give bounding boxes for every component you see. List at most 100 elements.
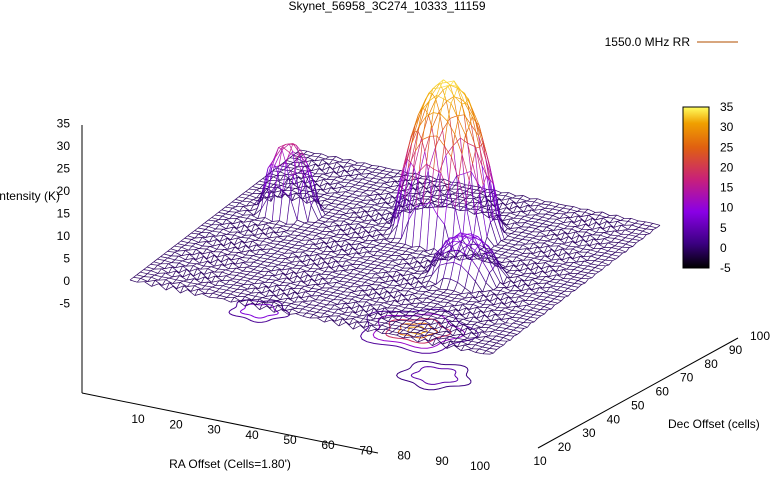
- mesh-line: [315, 295, 320, 301]
- mesh-line: [235, 267, 244, 272]
- mesh-line: [560, 286, 568, 289]
- mesh-line: [606, 225, 611, 233]
- mesh-line: [303, 150, 308, 155]
- mesh-line: [398, 305, 406, 309]
- mesh-line: [413, 328, 422, 331]
- mesh-line: [372, 177, 381, 180]
- mesh-line: [394, 180, 398, 183]
- mesh-line: [375, 229, 384, 236]
- mesh-line: [522, 300, 530, 306]
- mesh-line: [493, 297, 498, 305]
- mesh-line: [318, 219, 326, 223]
- mesh-line: [516, 210, 521, 216]
- mesh-line: [500, 287, 505, 291]
- mesh-line: [625, 243, 633, 247]
- mesh-line: [308, 227, 316, 230]
- mesh-line: [603, 238, 612, 243]
- mesh-line: [341, 195, 350, 197]
- mesh-line: [301, 287, 309, 292]
- mesh-line: [326, 176, 331, 180]
- mesh-line: [222, 289, 227, 293]
- mesh-line: [182, 273, 191, 278]
- mesh-line: [298, 308, 303, 313]
- mesh-line: [269, 231, 274, 239]
- mesh-line: [295, 173, 300, 197]
- mesh-line: [233, 289, 238, 292]
- mesh-line: [250, 278, 259, 281]
- mesh-line: [510, 280, 515, 284]
- mesh-line: [235, 262, 243, 265]
- mesh-line: [266, 237, 274, 242]
- mesh-line: [519, 253, 524, 256]
- mesh-line: [359, 309, 364, 317]
- mesh-line: [462, 318, 467, 320]
- mesh-line: [335, 269, 343, 272]
- mesh-line: [478, 348, 487, 352]
- mesh-line: [188, 242, 196, 244]
- mesh-line: [348, 186, 353, 191]
- mesh-line: [532, 235, 537, 239]
- mesh-line: [473, 316, 478, 319]
- mesh-line: [316, 253, 321, 255]
- mesh-line: [477, 257, 481, 260]
- mesh-line: [399, 196, 404, 201]
- mesh-line: [179, 280, 184, 283]
- mesh-line: [444, 191, 449, 225]
- mesh-line: [417, 335, 422, 343]
- mesh-line: [202, 251, 211, 255]
- mesh-line: [217, 259, 222, 263]
- mesh-line: [597, 255, 602, 259]
- mesh-line: [588, 221, 597, 227]
- mesh-line: [434, 194, 442, 197]
- mesh-line: [268, 270, 276, 276]
- mesh-line: [400, 282, 408, 286]
- mesh-line: [543, 235, 551, 241]
- mesh-line: [318, 223, 323, 228]
- mesh-line: [253, 266, 258, 270]
- mesh-line: [314, 268, 319, 272]
- mesh-line: [389, 333, 397, 336]
- mesh-line: [371, 273, 376, 279]
- mesh-line: [250, 207, 258, 212]
- mesh-line: [170, 251, 175, 257]
- mesh-line: [420, 270, 425, 275]
- mesh-line: [218, 268, 226, 271]
- mesh-line: [511, 244, 516, 248]
- mesh-line: [471, 259, 480, 271]
- mesh-line: [510, 222, 515, 229]
- mesh-line: [516, 320, 524, 323]
- mesh-line: [424, 338, 433, 346]
- mesh-line: [413, 325, 418, 330]
- mesh-line: [225, 274, 230, 277]
- mesh-line: [486, 350, 494, 354]
- mesh-line: [446, 341, 451, 349]
- mesh-line: [386, 284, 391, 289]
- mesh-line: [315, 289, 320, 292]
- mesh-line: [526, 312, 534, 315]
- mesh-line: [521, 232, 530, 235]
- mesh-line: [577, 264, 581, 268]
- mesh-line: [355, 305, 360, 313]
- mesh-line: [320, 261, 325, 269]
- mesh-line: [514, 296, 519, 303]
- mesh-line: [426, 136, 431, 165]
- mesh-line: [279, 227, 288, 232]
- mesh-line: [491, 254, 496, 267]
- mesh-line: [440, 181, 448, 185]
- mesh-line: [490, 310, 499, 316]
- mesh-line: [468, 349, 476, 353]
- mesh-line: [396, 199, 401, 203]
- mesh-line: [553, 282, 558, 287]
- mesh-line: [394, 242, 399, 247]
- mesh-line: [417, 338, 426, 343]
- mesh-line: [407, 290, 416, 295]
- mesh-line: [284, 301, 292, 304]
- mesh-line: [259, 240, 264, 246]
- mesh-line: [436, 294, 441, 298]
- mesh-line: [345, 190, 349, 193]
- mesh-line: [285, 152, 290, 163]
- mesh-line: [267, 258, 275, 261]
- mesh-line: [210, 255, 215, 264]
- mesh-line: [255, 244, 264, 250]
- mesh-line: [438, 330, 447, 333]
